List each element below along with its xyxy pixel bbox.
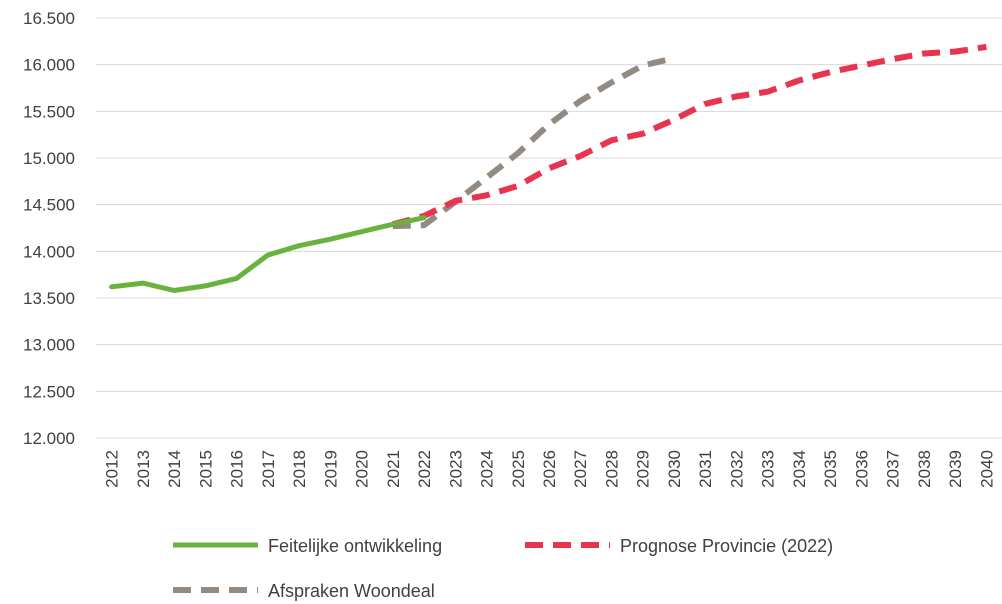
- x-tick-label: 2036: [852, 450, 871, 488]
- legend: Feitelijke ontwikkeling Prognose Provinci…: [173, 536, 833, 601]
- series-lines: [109, 43, 987, 293]
- x-tick-label: 2032: [727, 450, 746, 488]
- x-tick-label: 2040: [977, 450, 996, 488]
- y-tick-label: 14.500: [23, 196, 75, 215]
- x-tick-label: 2021: [384, 450, 403, 488]
- y-tick-label: 16.500: [23, 9, 75, 28]
- x-tick-label: 2026: [540, 450, 559, 488]
- x-tick-label: 2027: [571, 450, 590, 488]
- x-tick-label: 2017: [259, 450, 278, 488]
- x-tick-label: 2025: [509, 450, 528, 488]
- y-tick-label: 14.000: [23, 242, 75, 261]
- x-tick-label: 2031: [696, 450, 715, 488]
- x-tick-label: 2015: [196, 450, 215, 488]
- series-line-2: [392, 55, 675, 230]
- x-tick-label: 2013: [134, 450, 153, 488]
- legend-label-2: Afspraken Woondeal: [268, 581, 435, 601]
- x-tick-label: 2019: [321, 450, 340, 488]
- x-axis-ticks: 2012 2013 2014 2015 2016 2017 2018 2019 2020 2021…: [103, 450, 997, 488]
- x-tick-label: 2028: [602, 450, 621, 488]
- x-tick-label: 2012: [103, 450, 122, 488]
- legend-label-0: Feitelijke ontwikkeling: [268, 536, 442, 556]
- y-tick-label: 12.000: [23, 429, 75, 448]
- x-tick-label: 2029: [634, 450, 653, 488]
- x-tick-label: 2014: [165, 450, 184, 488]
- x-tick-label: 2024: [478, 450, 497, 488]
- x-tick-label: 2016: [228, 450, 247, 488]
- legend-label-1: Prognose Provincie (2022): [620, 536, 833, 556]
- series-line-0: [109, 215, 427, 293]
- x-tick-label: 2020: [353, 450, 372, 488]
- gridlines: [96, 17, 1002, 439]
- x-tick-label: 2039: [946, 450, 965, 488]
- x-tick-label: 2018: [290, 450, 309, 488]
- x-tick-label: 2035: [821, 450, 840, 488]
- x-tick-label: 2037: [884, 450, 903, 488]
- series-line-1: [392, 43, 987, 228]
- x-tick-label: 2030: [665, 450, 684, 488]
- y-tick-label: 15.500: [23, 102, 75, 121]
- y-tick-label: 12.500: [23, 382, 75, 401]
- y-axis-ticks: 12.000 12.500 13.000 13.500 14.000 14.500 15.0…: [23, 9, 75, 448]
- x-tick-label: 2023: [446, 450, 465, 488]
- x-tick-label: 2033: [759, 450, 778, 488]
- x-tick-label: 2038: [915, 450, 934, 488]
- y-tick-label: 13.000: [23, 336, 75, 355]
- y-tick-label: 16.000: [23, 56, 75, 75]
- y-tick-label: 13.500: [23, 289, 75, 308]
- y-tick-label: 15.000: [23, 149, 75, 168]
- x-tick-label: 2022: [415, 450, 434, 488]
- x-tick-label: 2034: [790, 450, 809, 488]
